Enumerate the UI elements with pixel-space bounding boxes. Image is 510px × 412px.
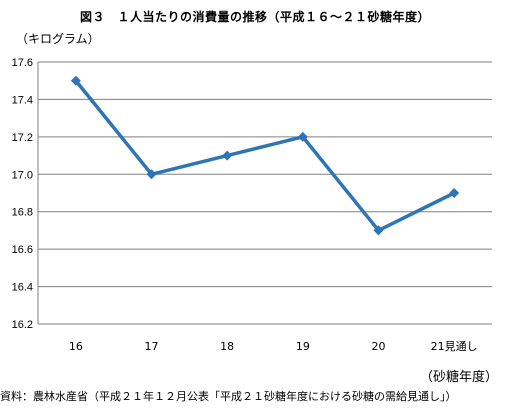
x-tick-label: 21見通し: [431, 340, 478, 353]
series-line-path: [74, 79, 455, 233]
y-tick-label: 17.4: [12, 94, 33, 106]
x-tick-label: 17: [145, 340, 159, 353]
y-axis-unit-label: （キログラム）: [16, 32, 100, 46]
y-tick-label: 16.2: [12, 319, 33, 331]
series-markers: [70, 75, 460, 236]
x-tick-label: 20: [372, 340, 386, 353]
data-point-marker: [297, 131, 308, 142]
x-tick-label: 18: [220, 340, 234, 353]
y-tick-label: 16.4: [12, 282, 33, 294]
data-point-marker: [70, 75, 81, 86]
gridlines: [37, 61, 492, 325]
x-tick-label: 16: [69, 340, 83, 353]
data-point-marker: [449, 188, 460, 198]
y-tick-label: 16.8: [12, 207, 33, 219]
y-tick-label: 17.2: [12, 132, 33, 144]
chart-title: 図３ １人当たりの消費量の推移（平成１６～２１砂糖年度）: [79, 10, 430, 24]
y-tick-label: 17.0: [12, 169, 33, 181]
data-point-marker: [373, 225, 384, 236]
y-tick-label: 17.6: [12, 57, 33, 69]
data-point-marker: [146, 169, 157, 180]
source-note: 資料：農林水産省（平成２１年１２月公表「平成２１砂糖年度における砂糖の需給見通し…: [0, 390, 457, 403]
x-tick-label: 19: [296, 340, 310, 353]
y-tick-labels: 16.2 16.4 16.6 16.8 17.0 17.2 17.4 17.6: [12, 57, 33, 331]
data-point-marker: [222, 150, 233, 161]
x-axis-unit-label: （砂糖年度）: [419, 370, 498, 385]
x-tick-labels: 16 17 18 19 20 21見通し: [69, 340, 478, 353]
y-tick-label: 16.6: [12, 244, 33, 256]
series-line: [74, 79, 455, 233]
